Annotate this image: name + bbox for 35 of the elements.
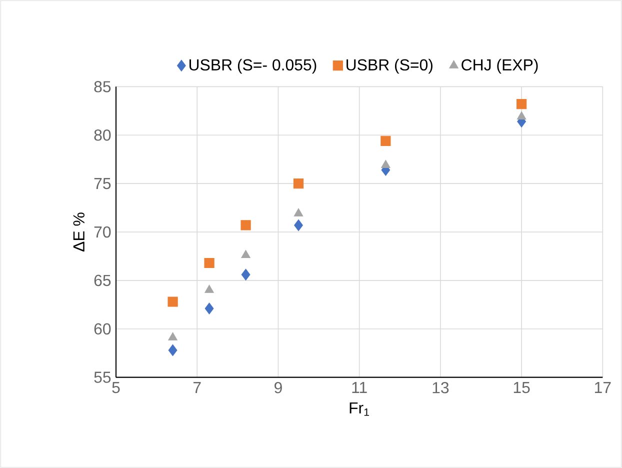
y-tick-label: 70 [94,226,111,238]
point [381,160,390,168]
x-tick-label: 5 [112,382,120,394]
y-tick-label: 85 [94,81,111,92]
point [168,344,178,356]
y-axis-title: ΔE % [73,212,84,252]
legend-label: USBR (S=0) [346,58,432,74]
y-tick-label: 75 [94,178,111,190]
y-tick-label: 60 [94,323,111,335]
point [380,136,391,146]
point [241,250,250,258]
point [516,99,527,110]
point [293,178,304,189]
x-axis-title: Fr$_{1}$ [350,402,369,416]
x-tick-label: 17 [595,382,611,393]
x-tick-label: 7 [193,382,201,393]
point [168,332,178,340]
point [240,220,251,230]
point [516,111,526,120]
y-tick-label: 65 [94,274,111,286]
legend-label: USBR (S=- 0.055) [190,58,316,74]
point [241,268,250,280]
x-tick-label: 11 [352,382,367,393]
legend-label: CHJ (EXP) [462,58,538,74]
x-tick-label: 15 [514,382,530,394]
point [204,258,214,268]
point [204,302,214,314]
point [294,219,303,232]
point [204,284,214,293]
point [294,208,304,216]
x-tick-label: 9 [274,382,282,394]
y-tick-label: 80 [94,129,111,141]
point [168,296,178,307]
x-tick-label: 13 [432,382,449,394]
y-tick-label: 55 [94,372,111,383]
